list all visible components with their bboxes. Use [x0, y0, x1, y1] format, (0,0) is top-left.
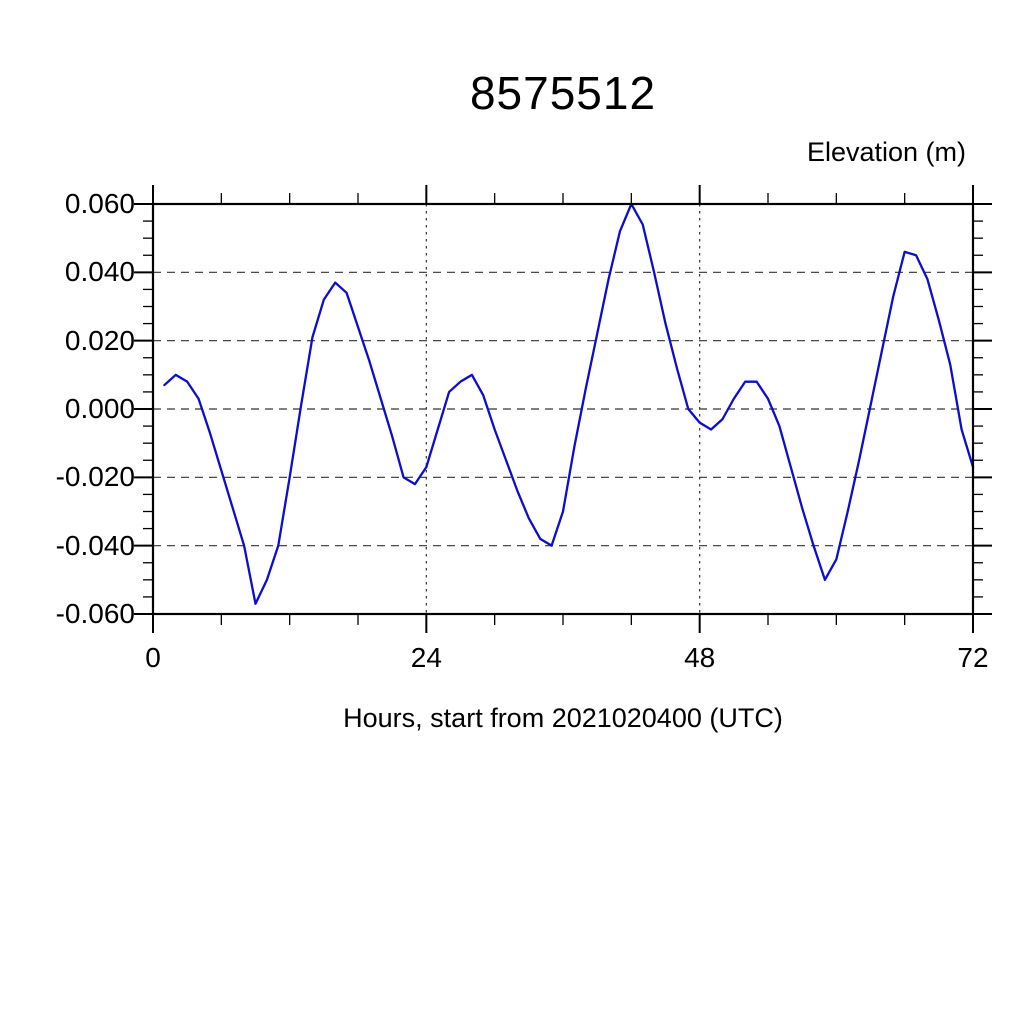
y-tick-label: -0.020 — [55, 461, 135, 493]
x-tick-label: 72 — [957, 642, 989, 673]
x-tick-label: 0 — [145, 642, 161, 673]
y-axis-caption: Elevation (m) — [806, 137, 966, 167]
y-tick-label: 0.000 — [64, 393, 135, 424]
y-tick-label: 0.020 — [64, 324, 135, 356]
y-tick-label: 0.060 — [64, 188, 135, 219]
y-tick-label: -0.060 — [55, 598, 135, 629]
x-tick-label: 48 — [684, 642, 716, 673]
y-tick-label: 0.040 — [64, 256, 135, 288]
y-tick-label: -0.040 — [55, 529, 135, 561]
elevation-line — [163, 202, 975, 605]
chart-title: 8575512 — [469, 67, 657, 119]
plot-frame — [151, 202, 975, 616]
x-tick-label: 24 — [410, 642, 442, 673]
x-axis-label: Hours, start from 2021020400 (UTC) — [343, 703, 783, 733]
